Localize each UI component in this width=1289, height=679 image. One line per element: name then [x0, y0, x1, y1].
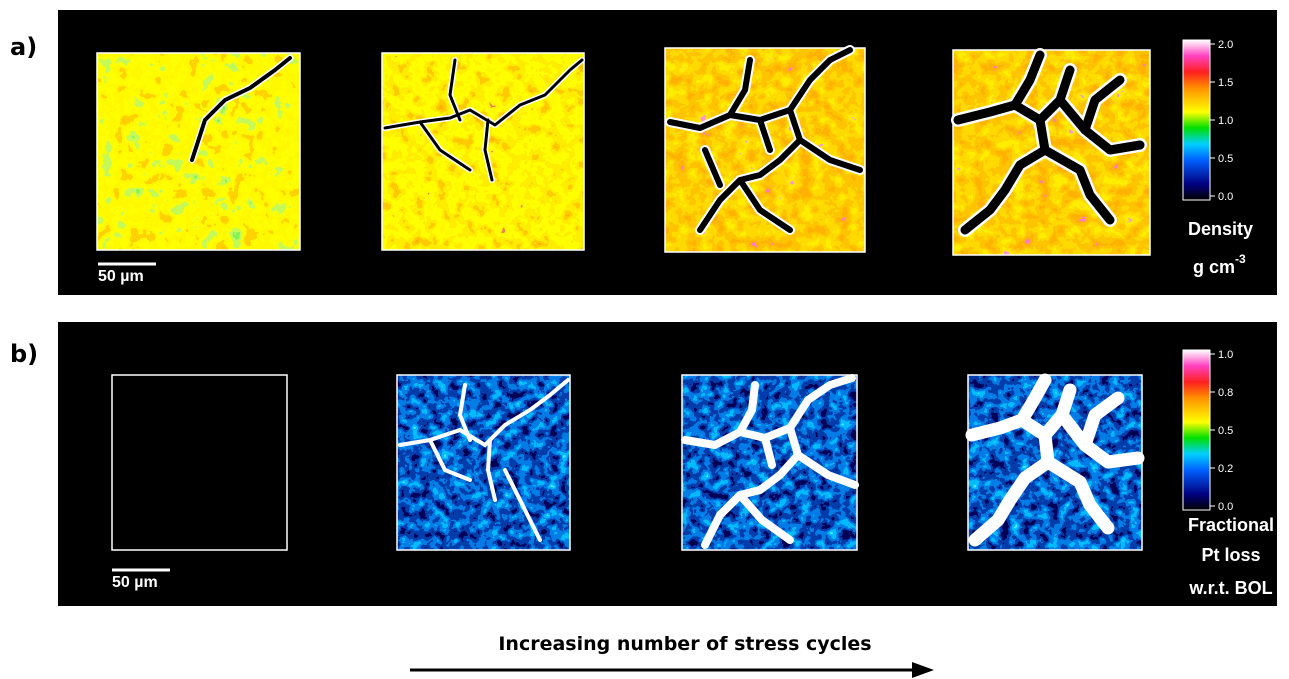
colorbar — [1183, 350, 1210, 510]
colorbar-title: Pt loss — [1201, 545, 1260, 565]
panel-label: a) — [10, 33, 37, 61]
pt-loss-map — [397, 375, 570, 550]
figure: a) b) 50 µm 2.0 1.5 1.0 0.5 0.0 Density g cm… — [0, 0, 1289, 679]
colorbar-tick-label: 0.5 — [1218, 153, 1233, 165]
pt-loss-map — [682, 375, 857, 550]
colorbar-title: g cm — [1193, 257, 1235, 277]
scale-bar-label: 50 µm — [112, 574, 158, 591]
colorbar-title: w.r.t. BOL — [1188, 578, 1272, 598]
colorbar-tick-label: 0.0 — [1218, 501, 1233, 513]
colorbar-tick-label: 0.8 — [1218, 387, 1233, 399]
page: a) b) 50 µm 2.0 1.5 1.0 0.5 0.0 Density g cm… — [0, 0, 1289, 679]
colorbar-tick-label: 1.0 — [1218, 115, 1233, 127]
colorbar-tick-label: 1.5 — [1218, 77, 1233, 89]
colorbar-superscript: -3 — [1235, 252, 1246, 266]
scale-bar-label: 50 µm — [98, 268, 144, 285]
colorbar — [1183, 40, 1210, 200]
colorbar-tick-label: 1.0 — [1218, 349, 1233, 361]
arrow-head — [912, 662, 934, 678]
pt-loss-map — [968, 375, 1142, 550]
colorbar-title: Density — [1188, 219, 1253, 239]
colorbar-title: Fractional — [1188, 515, 1274, 535]
caption: Increasing number of stress cycles — [498, 633, 871, 655]
map-image — [97, 53, 300, 250]
density-map — [665, 48, 865, 252]
panel-label: b) — [10, 340, 38, 368]
colorbar-tick-label: 2.0 — [1218, 39, 1233, 51]
colorbar-tick-label: 0.0 — [1218, 191, 1233, 203]
density-map — [953, 50, 1150, 255]
density-map — [97, 53, 300, 250]
colorbar-tick-label: 0.2 — [1218, 463, 1233, 475]
colorbar-tick-label: 0.5 — [1218, 425, 1233, 437]
density-map — [382, 53, 584, 250]
